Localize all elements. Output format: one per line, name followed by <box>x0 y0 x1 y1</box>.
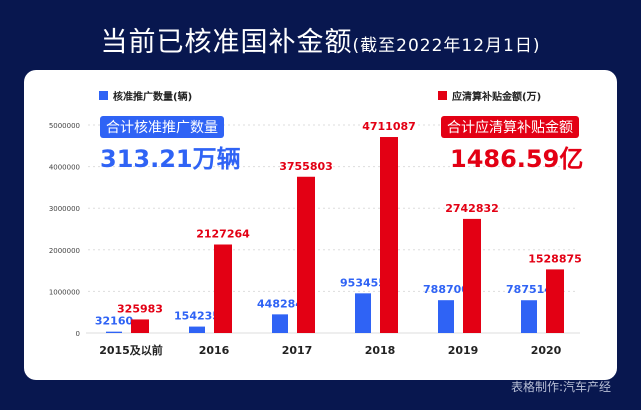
bar-count <box>438 300 454 333</box>
x-tick-label: 2017 <box>282 344 313 357</box>
data-label: 2742832 <box>445 202 499 215</box>
bar-count <box>272 314 288 333</box>
data-label: 325983 <box>117 302 163 315</box>
total-amount-value: 1486.59亿 <box>450 145 584 173</box>
y-tick-label: 1000000 <box>49 288 80 296</box>
subtitle-text: (截至2022年12月1日) <box>352 36 541 56</box>
y-tick-label: 4000000 <box>49 164 80 172</box>
bar-amount <box>380 137 398 333</box>
bar-count <box>189 326 205 333</box>
total-amount-label: 合计应清算补贴金额 <box>441 116 579 138</box>
bar-amount <box>131 319 149 333</box>
bar-count <box>521 300 537 333</box>
bar-count <box>106 331 122 333</box>
y-tick-label: 0 <box>76 330 80 338</box>
data-label: 4711087 <box>362 120 416 133</box>
y-tick-label: 2000000 <box>49 247 80 255</box>
bar-amount <box>214 244 232 333</box>
x-tick-label: 2018 <box>365 344 396 357</box>
bar-amount <box>546 269 564 333</box>
y-tick-label: 3000000 <box>49 205 80 213</box>
credit-text: 表格制作:汽车产经 <box>510 380 611 394</box>
total-count-value: 313.21万辆 <box>100 145 241 173</box>
data-label: 953455 <box>340 276 386 289</box>
legend-label: 应清算补贴金额(万) <box>452 92 542 103</box>
bar-count <box>355 293 371 333</box>
data-label: 3755803 <box>279 160 333 173</box>
legend-swatch-red <box>438 91 447 100</box>
bar-amount <box>463 218 481 333</box>
x-tick-label: 2016 <box>199 344 230 357</box>
data-label: 1528875 <box>528 252 582 265</box>
data-label: 2127264 <box>196 228 250 241</box>
y-tick-label: 5000000 <box>49 122 80 130</box>
legend-label: 核准推广数量(辆) <box>113 92 193 103</box>
legend-count: 核准推广数量(辆) <box>99 88 192 103</box>
chart-title: 当前已核准国补金额(截至2022年12月1日) <box>0 20 641 59</box>
data-label: 788700 <box>423 283 469 296</box>
x-tick-label: 2015及以前 <box>99 343 163 357</box>
data-label: 448284 <box>257 297 303 310</box>
title-text: 当前已核准国补金额 <box>100 27 353 58</box>
data-label: 32160 <box>95 315 134 328</box>
bar-amount <box>297 176 315 333</box>
total-count-label: 合计核准推广数量 <box>100 116 224 138</box>
x-tick-label: 2019 <box>448 344 479 357</box>
legend-amount: 应清算补贴金额(万) <box>438 88 541 103</box>
data-label: 787514 <box>506 283 552 296</box>
legend-swatch-blue <box>99 91 108 100</box>
x-tick-label: 2020 <box>531 344 562 357</box>
data-label: 154235 <box>174 310 220 323</box>
